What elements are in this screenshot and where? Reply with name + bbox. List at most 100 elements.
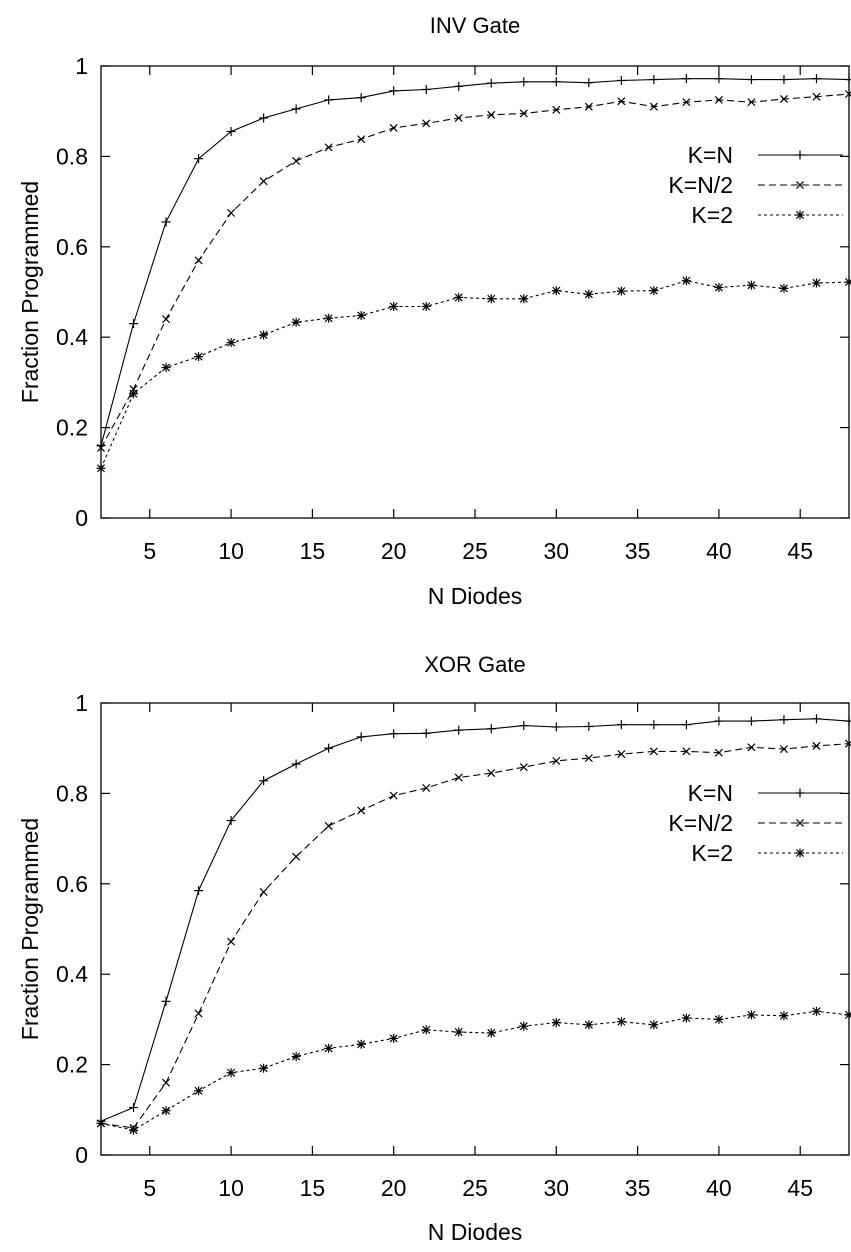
data-point <box>194 886 204 896</box>
y-tick-label: 1 <box>75 690 88 716</box>
marker-d2 <box>649 286 658 295</box>
marker-d2 <box>259 330 268 339</box>
data-point <box>779 715 789 725</box>
marker-d2 <box>747 281 756 290</box>
x-tick-label: 45 <box>787 538 813 564</box>
data-point <box>324 1043 334 1053</box>
legend-marker <box>795 150 805 160</box>
x-tick-label: 45 <box>787 1175 813 1201</box>
data-point <box>584 78 594 88</box>
data-point <box>161 1106 171 1116</box>
chart-title: INV Gate <box>430 13 520 38</box>
marker-d2 <box>714 748 723 757</box>
data-point <box>551 1018 561 1028</box>
data-point <box>421 728 431 738</box>
marker-d2 <box>649 747 658 756</box>
x-tick-label: 25 <box>462 1175 488 1201</box>
marker-d2 <box>747 98 756 107</box>
data-point <box>519 763 528 772</box>
marker-d2 <box>454 1028 463 1037</box>
marker-d2 <box>552 1018 561 1027</box>
marker-d2 <box>714 95 723 104</box>
marker-d2 <box>357 1040 366 1049</box>
marker-d2 <box>389 123 398 132</box>
marker-d2 <box>227 1068 236 1077</box>
x-tick-label: 35 <box>625 1175 651 1201</box>
y-tick-label: 0.2 <box>56 1052 88 1078</box>
y-tick-label: 0.4 <box>56 324 88 350</box>
marker-d2 <box>422 783 431 793</box>
data-point <box>714 716 724 726</box>
x-tick-label: 40 <box>706 538 732 564</box>
data-point <box>96 443 106 452</box>
data-point <box>454 81 464 91</box>
marker-d2 <box>649 102 658 111</box>
data-point <box>714 748 723 757</box>
data-point <box>551 286 561 296</box>
data-point <box>226 127 236 137</box>
data-point <box>389 86 399 96</box>
marker-d2 <box>357 806 366 815</box>
data-point <box>617 750 626 759</box>
data-point <box>486 78 496 88</box>
data-point <box>259 1063 269 1073</box>
y-tick-label: 0.8 <box>56 143 88 169</box>
marker-d2 <box>292 318 301 327</box>
y-axis-label: Fraction Programmed <box>17 181 43 403</box>
data-point <box>162 1078 171 1087</box>
marker-d2 <box>844 740 851 748</box>
data-point <box>746 75 756 85</box>
marker-d2 <box>422 302 431 311</box>
data-point <box>779 745 788 754</box>
data-point <box>96 463 106 473</box>
marker-d2 <box>844 91 851 99</box>
marker-d2 <box>682 276 691 285</box>
data-point <box>551 722 561 732</box>
series-line <box>100 280 850 469</box>
data-point <box>616 286 626 296</box>
marker-d2 <box>552 756 561 765</box>
data-point <box>422 119 431 128</box>
data-point <box>454 773 463 782</box>
marker-d2 <box>292 852 301 861</box>
data-point <box>811 714 821 724</box>
marker-d2 <box>844 279 851 287</box>
marker-d2 <box>519 294 528 303</box>
data-point <box>584 722 594 732</box>
data-point <box>259 113 269 123</box>
data-point <box>129 1125 139 1135</box>
data-point <box>584 1020 594 1030</box>
data-point <box>357 806 366 815</box>
data-point <box>844 277 851 287</box>
y-tick-label: 0.6 <box>56 234 88 260</box>
marker-d2 <box>227 338 236 347</box>
x-tick-label: 20 <box>381 538 407 564</box>
data-point <box>129 389 139 399</box>
data-point <box>226 816 236 826</box>
marker-d2 <box>129 389 138 398</box>
marker-d2 <box>747 743 756 752</box>
plot-frame <box>100 65 850 519</box>
marker-d2 <box>129 1126 138 1135</box>
marker-d2 <box>812 92 821 101</box>
y-tick-label: 0.2 <box>56 415 88 441</box>
marker-d2 <box>584 290 593 299</box>
marker-d2 <box>779 284 788 293</box>
legend-label: K=N/2 <box>668 172 733 198</box>
data-point <box>389 301 399 311</box>
data-point <box>194 154 204 164</box>
data-point <box>324 313 334 323</box>
data-point <box>194 1009 203 1018</box>
data-point <box>519 294 529 304</box>
x-tick-label: 40 <box>706 1175 732 1201</box>
x-tick-label: 25 <box>462 538 488 564</box>
legend-label: K=2 <box>691 202 733 228</box>
data-point <box>584 289 594 299</box>
y-tick-label: 1 <box>75 53 88 79</box>
series-line <box>100 78 850 446</box>
marker-d2 <box>552 286 561 295</box>
marker-d2 <box>584 1020 593 1029</box>
marker-d2 <box>649 1020 658 1029</box>
data-point <box>356 311 366 321</box>
